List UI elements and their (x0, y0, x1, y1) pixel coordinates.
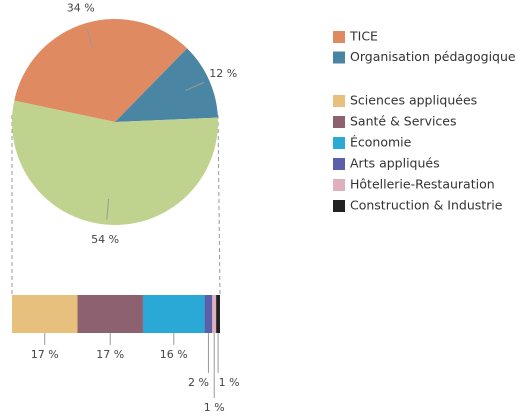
legend-label: Organisation pédagogique (350, 49, 516, 64)
leader-line (185, 81, 205, 92)
bar-segment (12, 295, 78, 333)
bar-segment (77, 295, 143, 333)
value-label: 17 % (31, 348, 59, 361)
legend-label: Construction & Industrie (350, 198, 503, 213)
pie-slice (115, 48, 218, 122)
legend-label: TICE (349, 29, 378, 44)
legend-swatch (333, 200, 345, 212)
bar-segment (204, 295, 213, 333)
value-label: 16 % (160, 348, 188, 361)
bar-segment (142, 295, 205, 333)
value-label: 1 % (219, 376, 240, 389)
bar-segment (212, 295, 217, 333)
legend-label: Hôtellerie-Restauration (350, 177, 495, 192)
value-label: 1 % (204, 401, 225, 414)
leader-line (106, 198, 110, 220)
value-label: 17 % (96, 348, 124, 361)
legend-swatch (333, 95, 345, 107)
legend-swatch (333, 158, 345, 170)
legend-label: Arts appliqués (350, 156, 440, 171)
value-label: 2 % (188, 376, 209, 389)
legend-label: Économie (350, 135, 412, 150)
legend: TICE Organisation pédagogique Sciences app… (333, 29, 516, 213)
value-label: 12 % (209, 67, 237, 80)
value-label: 34 % (67, 2, 95, 15)
connector (217, 114, 221, 296)
leader-line (86, 28, 94, 49)
legend-label: Sciences appliquées (350, 93, 477, 108)
legend-swatch (333, 51, 345, 64)
pie-slice (12, 100, 219, 225)
value-label: 54 % (91, 233, 119, 246)
legend-swatch (333, 31, 345, 43)
legend-swatch (333, 116, 345, 128)
legend-label: Santé & Services (350, 114, 457, 129)
pie-slice (14, 19, 188, 123)
legend-swatch (333, 179, 345, 191)
legend-swatch (333, 137, 345, 149)
bar-segment (216, 295, 220, 333)
